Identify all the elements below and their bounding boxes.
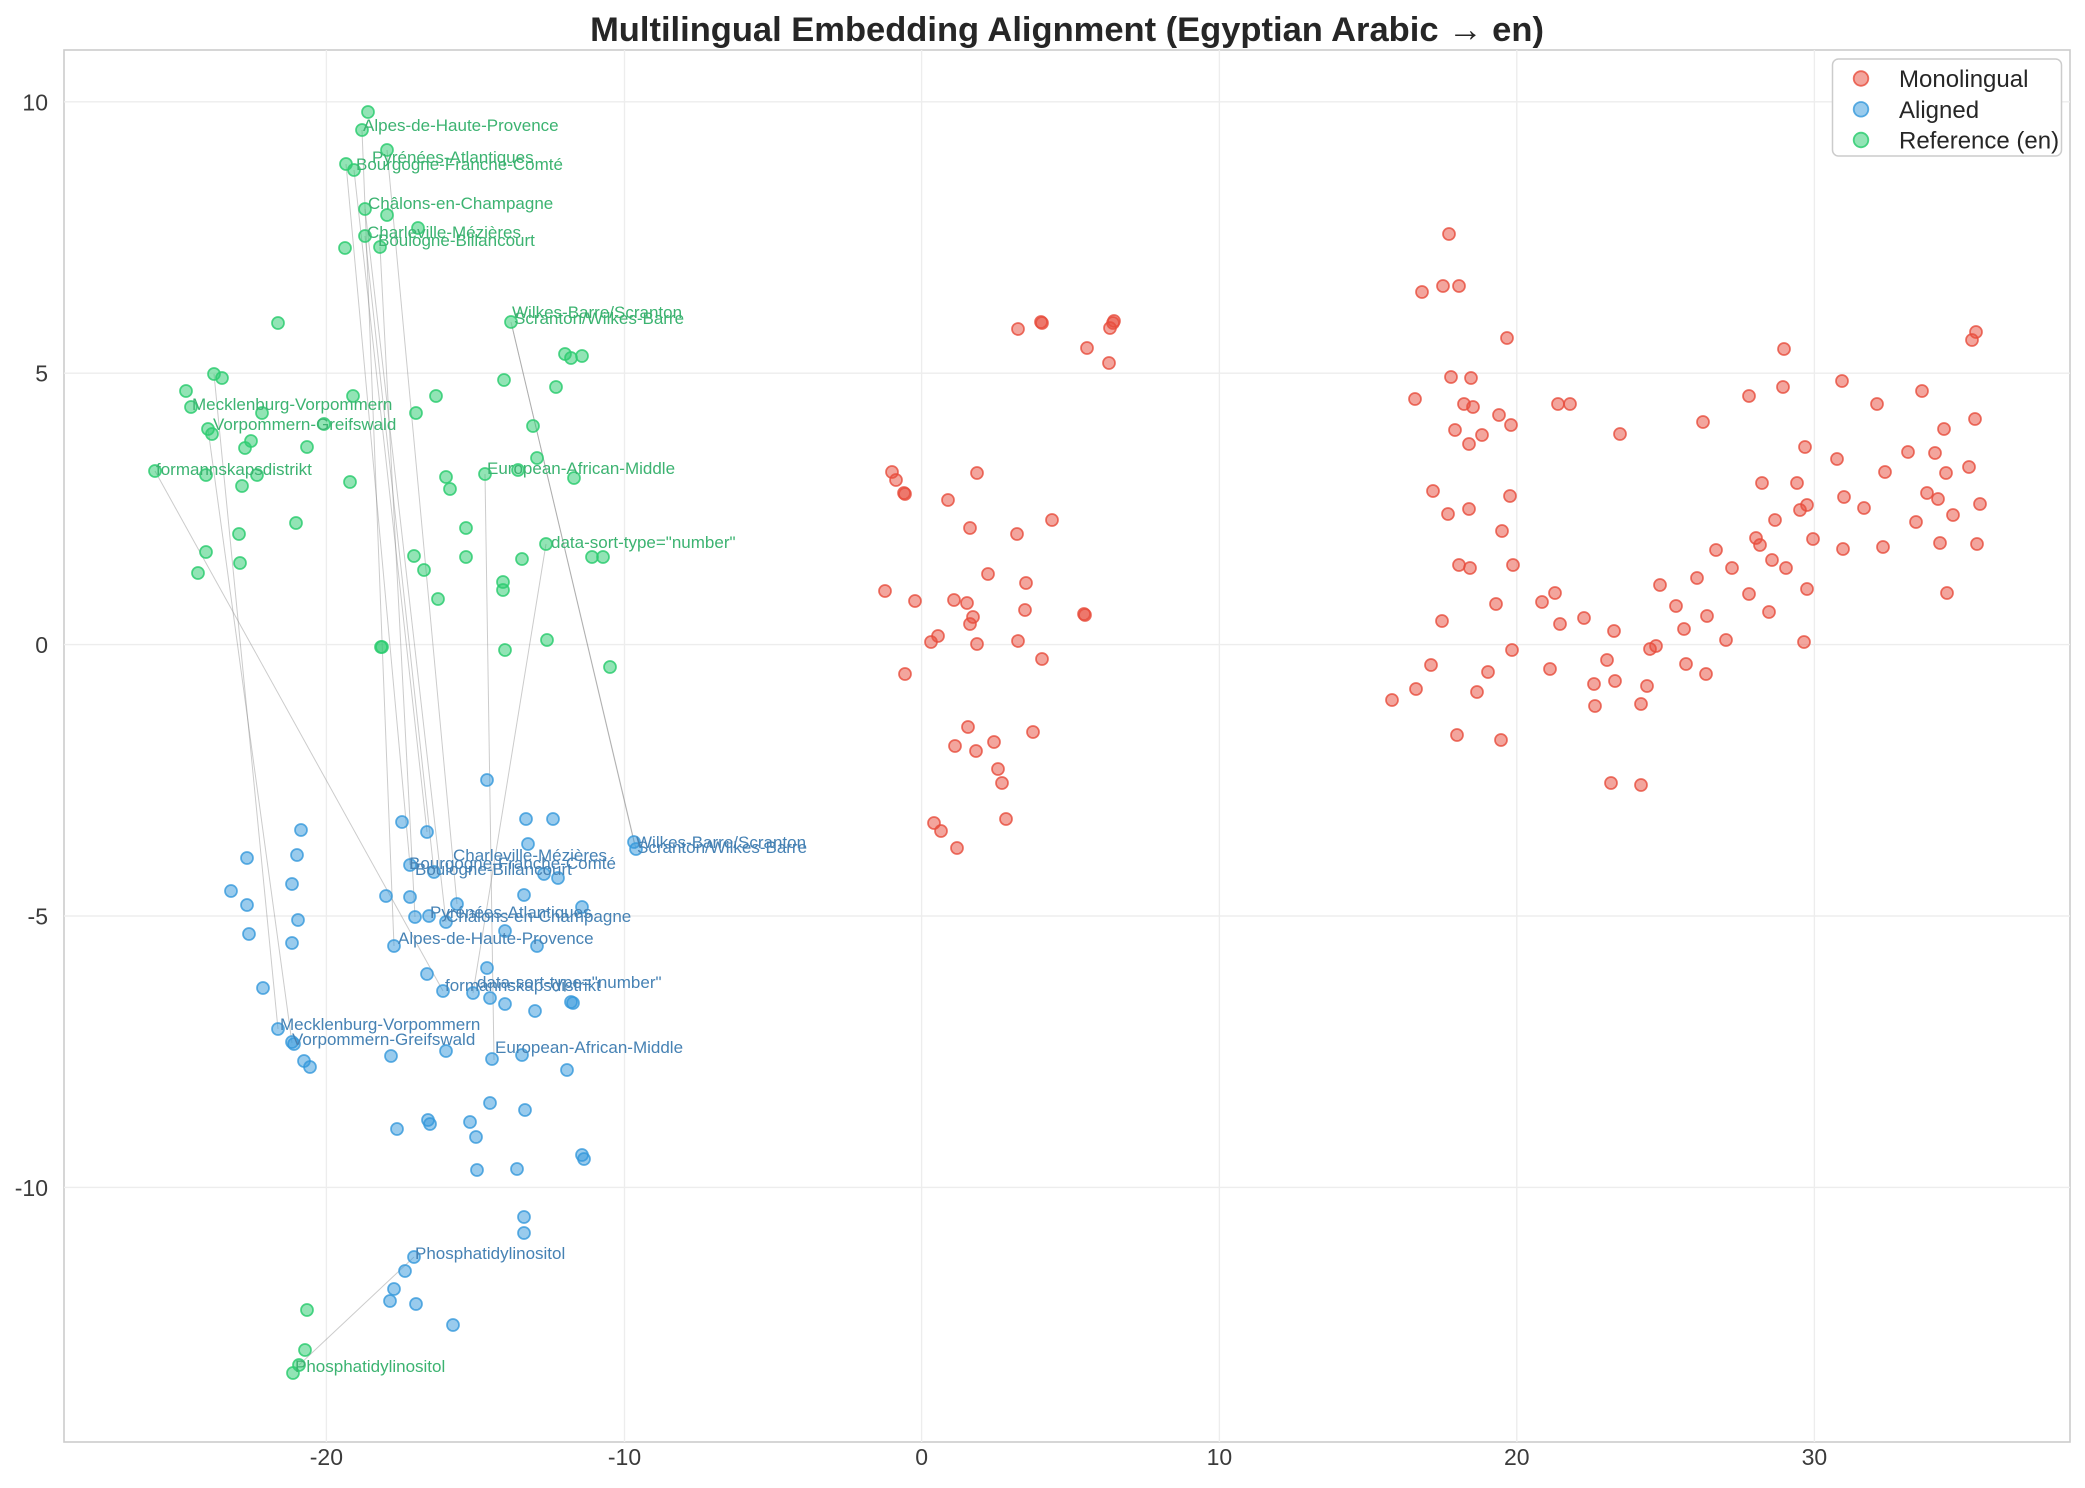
svg-text:0: 0 — [35, 632, 48, 658]
svg-text:Alpes-de-Haute-Provence: Alpes-de-Haute-Provence — [363, 116, 559, 135]
svg-text:Vorpommern-Greifswald: Vorpommern-Greifswald — [292, 1030, 475, 1049]
svg-text:Pyrénées-Atlantiques: Pyrénées-Atlantiques — [372, 148, 534, 167]
svg-text:Scranton/Wilkes-Barre: Scranton/Wilkes-Barre — [514, 309, 684, 328]
svg-text:Phosphatidylinositol: Phosphatidylinositol — [295, 1357, 445, 1376]
svg-text:10: 10 — [1207, 1444, 1233, 1470]
svg-text:Mecklenburg-Vorpommern: Mecklenburg-Vorpommern — [192, 395, 392, 414]
svg-text:Châlons-en-Champagne: Châlons-en-Champagne — [446, 907, 631, 926]
svg-text:-5: -5 — [28, 904, 48, 930]
svg-text:Châlons-en-Champagne: Châlons-en-Champagne — [368, 194, 553, 213]
svg-text:Bourgogne-Franche-Comté: Bourgogne-Franche-Comté — [356, 155, 563, 174]
svg-text:data-sort-type="number": data-sort-type="number" — [477, 973, 662, 992]
svg-text:European-African-Middle: European-African-Middle — [487, 459, 675, 478]
svg-text:20: 20 — [1504, 1444, 1530, 1470]
svg-text:European-African-Middle: European-African-Middle — [495, 1038, 683, 1057]
svg-text:Wilkes-Barre/Scranton: Wilkes-Barre/Scranton — [636, 833, 806, 852]
svg-text:-20: -20 — [310, 1444, 343, 1470]
svg-text:Vorpommern-Greifswald: Vorpommern-Greifswald — [213, 415, 396, 434]
svg-text:-10: -10 — [15, 1175, 48, 1201]
svg-text:-10: -10 — [608, 1444, 641, 1470]
svg-text:Multilingual Embedding Alignme: Multilingual Embedding Alignment (Egypti… — [590, 11, 1544, 49]
svg-text:30: 30 — [1802, 1444, 1828, 1470]
svg-text:Boulogne-Billancourt: Boulogne-Billancourt — [415, 860, 572, 879]
svg-text:Boulogne-Billancourt: Boulogne-Billancourt — [378, 231, 535, 250]
svg-text:Charleville-Mézières: Charleville-Mézières — [453, 846, 607, 865]
svg-text:5: 5 — [35, 361, 48, 387]
svg-text:Alpes-de-Haute-Provence: Alpes-de-Haute-Provence — [398, 929, 594, 948]
svg-text:0: 0 — [915, 1444, 928, 1470]
svg-text:Phosphatidylinositol: Phosphatidylinositol — [415, 1244, 565, 1263]
svg-text:Bourgogne-Franche-Comté: Bourgogne-Franche-Comté — [409, 854, 616, 873]
svg-text:data-sort-type="number": data-sort-type="number" — [551, 533, 736, 552]
svg-text:Wilkes-Barre/Scranton: Wilkes-Barre/Scranton — [512, 303, 682, 322]
svg-text:10: 10 — [22, 89, 48, 115]
svg-text:Scranton/Wilkes-Barre: Scranton/Wilkes-Barre — [637, 838, 807, 857]
svg-text:formannskapsdistrikt: formannskapsdistrikt — [156, 460, 312, 479]
svg-text:Charleville-Mézières: Charleville-Mézières — [367, 223, 521, 242]
svg-text:Monolingual: Monolingual — [1899, 66, 2028, 93]
svg-text:formannskapsdistrikt: formannskapsdistrikt — [445, 976, 601, 995]
svg-text:Aligned: Aligned — [1899, 97, 1979, 124]
svg-text:Pyrénées-Atlantiques: Pyrénées-Atlantiques — [430, 903, 592, 922]
svg-text:Mecklenburg-Vorpommern: Mecklenburg-Vorpommern — [280, 1015, 480, 1034]
svg-text:Reference (en): Reference (en) — [1899, 128, 2059, 155]
